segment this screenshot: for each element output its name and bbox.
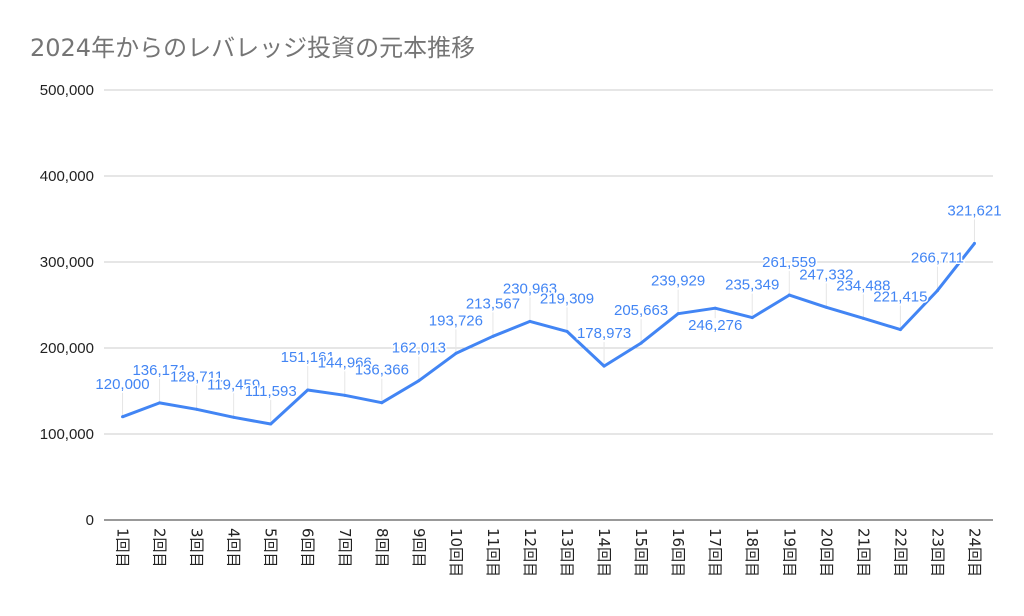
data-point: [195, 407, 199, 411]
data-label: 261,559: [762, 254, 816, 271]
data-label: 111,593: [245, 383, 297, 400]
x-tick-label: 4回目: [225, 528, 243, 568]
data-label: 205,663: [614, 302, 668, 319]
x-tick-label: 6回目: [299, 528, 317, 568]
data-point: [380, 401, 384, 405]
data-label: 162,013: [392, 340, 446, 357]
data-point: [491, 334, 495, 338]
data-label: 234,488: [836, 277, 890, 294]
data-point: [676, 312, 680, 316]
x-tick-label: 19回目: [780, 528, 798, 577]
x-tick-label: 20回目: [817, 528, 835, 577]
x-tick-label: 1回目: [114, 528, 132, 568]
data-label: 193,726: [429, 312, 483, 329]
data-point: [750, 316, 754, 320]
data-label: 178,973: [577, 325, 631, 342]
x-tick-label: 11回目: [484, 528, 502, 577]
series-line: [121, 242, 976, 426]
x-tick-label: 13回目: [558, 528, 576, 577]
data-point: [639, 341, 643, 345]
data-point: [824, 305, 828, 309]
x-tick-label: 10回目: [447, 528, 465, 577]
data-point: [787, 293, 791, 297]
data-point: [602, 364, 606, 368]
data-label: 221,415: [873, 289, 927, 306]
data-label: 119,459: [207, 376, 260, 393]
x-tick-label: 18回目: [743, 528, 761, 577]
data-label: 239,929: [651, 273, 705, 290]
x-tick-label: 21回目: [854, 528, 872, 577]
data-label: 235,349: [725, 277, 779, 294]
data-point: [343, 393, 347, 397]
data-point: [972, 241, 976, 245]
y-tick-label: 500,000: [40, 82, 94, 99]
x-tick-label: 14回目: [595, 528, 613, 577]
y-tick-label: 200,000: [40, 340, 94, 357]
data-label: 144,966: [318, 354, 372, 371]
data-label: 136,366: [355, 362, 409, 379]
data-label: 230,963: [503, 280, 557, 297]
y-tick-label: 100,000: [40, 426, 94, 443]
data-point: [232, 415, 236, 419]
data-point: [417, 379, 421, 383]
data-label: 213,567: [466, 295, 520, 312]
x-tick-label: 23回目: [928, 528, 946, 577]
data-label: 128,711: [170, 368, 223, 385]
y-tick-label: 0: [86, 512, 94, 529]
data-point: [528, 319, 532, 323]
y-tick-label: 400,000: [40, 168, 94, 185]
chart-title: 2024年からのレバレッジ投資の元本推移: [30, 34, 476, 62]
x-tick-label: 24回目: [965, 528, 983, 577]
data-point: [713, 306, 717, 310]
data-point: [121, 415, 125, 419]
data-point: [158, 401, 162, 405]
x-tick-label: 15回目: [632, 528, 650, 577]
x-tick-label: 3回目: [188, 528, 206, 568]
x-tick-label: 22回目: [891, 528, 909, 577]
x-tick-label: 8回目: [373, 528, 391, 568]
x-tick-label: 9回目: [410, 528, 428, 568]
data-point: [454, 351, 458, 355]
data-label: 151,161: [281, 349, 335, 366]
x-tick-label: 12回目: [521, 528, 539, 577]
data-label: 247,332: [799, 266, 853, 283]
x-tick-label: 16回目: [669, 528, 687, 577]
x-tick-label: 7回目: [336, 528, 354, 568]
data-label: 246,276: [688, 317, 742, 334]
data-point: [565, 329, 569, 333]
x-tick-label: 17回目: [706, 528, 724, 577]
data-label: 266,711: [911, 250, 964, 267]
data-point: [306, 388, 310, 392]
data-label: 120,000: [95, 376, 149, 393]
data-point: [269, 422, 273, 426]
data-point: [861, 316, 865, 320]
data-label: 219,309: [540, 290, 594, 307]
data-point: [898, 328, 902, 332]
data-label: 321,621: [947, 202, 1001, 219]
y-tick-label: 300,000: [40, 254, 94, 271]
data-label: 136,171: [132, 362, 186, 379]
x-tick-label: 2回目: [151, 528, 169, 568]
x-tick-label: 5回目: [262, 528, 280, 568]
data-point: [935, 289, 939, 293]
